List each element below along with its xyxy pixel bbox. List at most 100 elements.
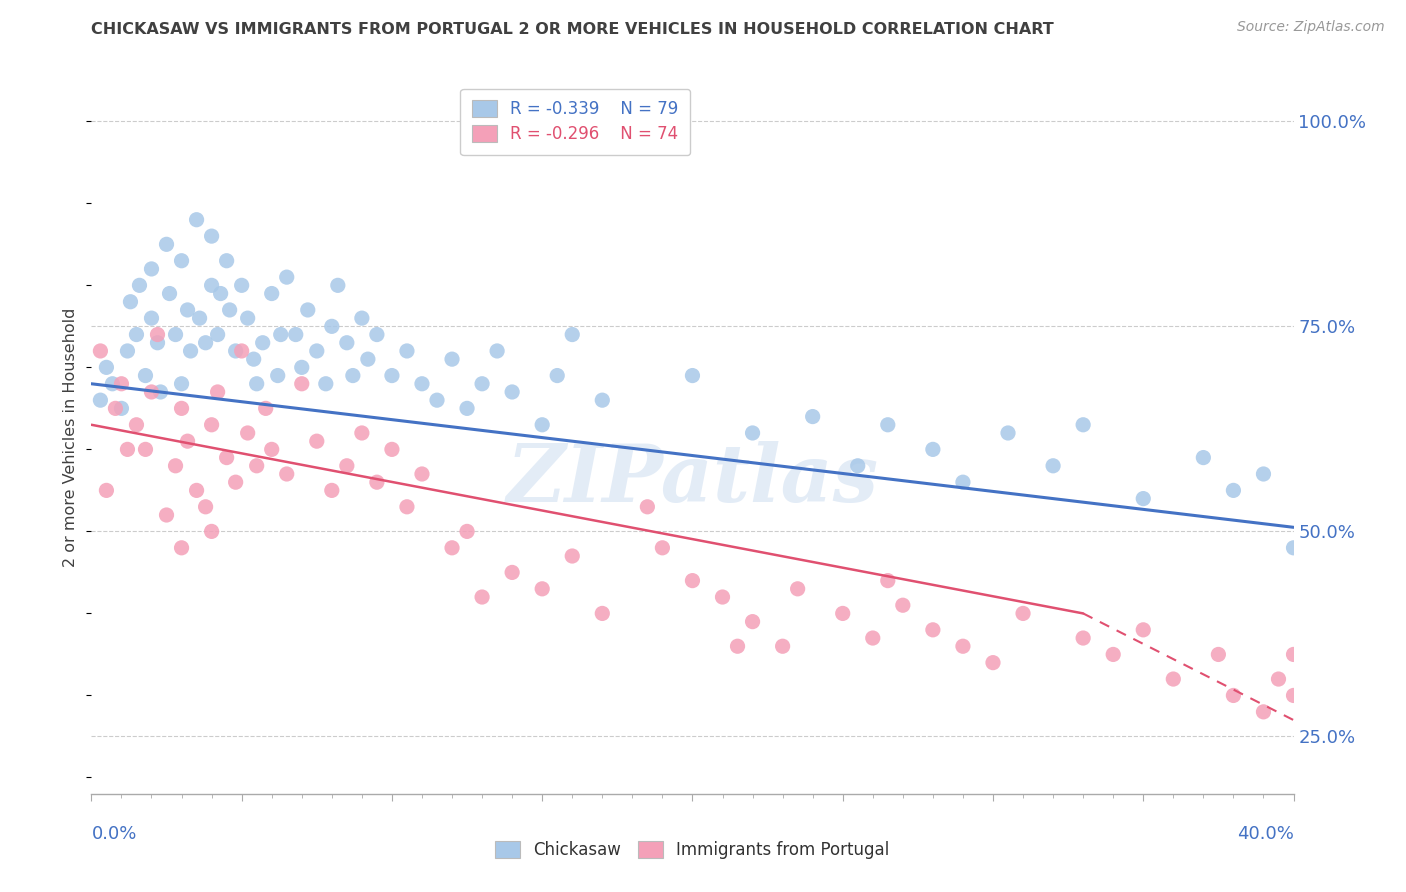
- Point: [231, 343, 253, 358]
- Point: [117, 343, 139, 358]
- Point: [395, 500, 418, 514]
- Point: [952, 639, 974, 653]
- Point: [236, 311, 259, 326]
- Point: [1192, 450, 1215, 465]
- Point: [441, 541, 464, 555]
- Point: [411, 467, 433, 481]
- Point: [1208, 648, 1230, 662]
- Point: [165, 458, 187, 473]
- Point: [134, 442, 156, 457]
- Point: [591, 393, 613, 408]
- Point: [170, 253, 193, 268]
- Point: [252, 335, 274, 350]
- Point: [876, 417, 898, 432]
- Point: [741, 425, 763, 440]
- Point: [456, 401, 478, 416]
- Point: [1071, 631, 1094, 645]
- Point: [862, 631, 884, 645]
- Point: [141, 261, 163, 276]
- Point: [727, 639, 749, 653]
- Point: [89, 343, 111, 358]
- Point: [165, 327, 187, 342]
- Point: [141, 384, 163, 399]
- Point: [546, 368, 568, 383]
- Point: [176, 302, 198, 317]
- Point: [141, 311, 163, 326]
- Point: [1403, 705, 1406, 719]
- Point: [381, 368, 404, 383]
- Point: [305, 343, 328, 358]
- Point: [321, 483, 343, 498]
- Point: [246, 376, 269, 391]
- Point: [350, 311, 373, 326]
- Point: [366, 475, 388, 490]
- Point: [96, 483, 118, 498]
- Point: [426, 393, 449, 408]
- Point: [486, 343, 509, 358]
- Y-axis label: 2 or more Vehicles in Household: 2 or more Vehicles in Household: [63, 308, 79, 566]
- Point: [876, 574, 898, 588]
- Point: [1161, 672, 1184, 686]
- Legend: Chickasaw, Immigrants from Portugal: Chickasaw, Immigrants from Portugal: [486, 833, 898, 868]
- Point: [846, 458, 869, 473]
- Point: [231, 278, 253, 293]
- Point: [681, 368, 703, 383]
- Point: [242, 352, 264, 367]
- Point: [207, 384, 229, 399]
- Point: [1132, 491, 1154, 506]
- Point: [342, 368, 364, 383]
- Point: [236, 425, 259, 440]
- Point: [267, 368, 290, 383]
- Point: [1102, 648, 1125, 662]
- Point: [149, 384, 172, 399]
- Point: [89, 393, 111, 408]
- Point: [321, 319, 343, 334]
- Point: [170, 541, 193, 555]
- Point: [1372, 762, 1395, 776]
- Point: [1253, 467, 1275, 481]
- Point: [350, 425, 373, 440]
- Point: [246, 458, 269, 473]
- Point: [315, 376, 337, 391]
- Point: [96, 360, 118, 375]
- Point: [260, 286, 283, 301]
- Point: [186, 483, 208, 498]
- Point: [194, 335, 217, 350]
- Point: [591, 607, 613, 621]
- Text: CHICKASAW VS IMMIGRANTS FROM PORTUGAL 2 OR MORE VEHICLES IN HOUSEHOLD CORRELATIO: CHICKASAW VS IMMIGRANTS FROM PORTUGAL 2 …: [91, 22, 1055, 37]
- Point: [170, 401, 193, 416]
- Point: [1222, 483, 1244, 498]
- Point: [1222, 689, 1244, 703]
- Point: [276, 467, 298, 481]
- Point: [922, 442, 945, 457]
- Point: [1071, 417, 1094, 432]
- Point: [120, 294, 142, 309]
- Point: [772, 639, 794, 653]
- Point: [215, 253, 238, 268]
- Point: [636, 500, 658, 514]
- Point: [155, 508, 177, 522]
- Point: [1267, 672, 1289, 686]
- Point: [381, 442, 404, 457]
- Point: [207, 327, 229, 342]
- Point: [411, 376, 433, 391]
- Point: [952, 475, 974, 490]
- Point: [1042, 458, 1064, 473]
- Point: [291, 376, 314, 391]
- Point: [176, 434, 198, 449]
- Point: [260, 442, 283, 457]
- Point: [786, 582, 808, 596]
- Point: [1282, 689, 1305, 703]
- Point: [218, 302, 240, 317]
- Point: [284, 327, 307, 342]
- Point: [501, 384, 523, 399]
- Point: [1282, 648, 1305, 662]
- Text: 0.0%: 0.0%: [91, 825, 136, 843]
- Point: [104, 401, 127, 416]
- Point: [531, 582, 554, 596]
- Point: [441, 352, 464, 367]
- Point: [1282, 541, 1305, 555]
- Point: [1012, 607, 1035, 621]
- Point: [471, 376, 494, 391]
- Text: Source: ZipAtlas.com: Source: ZipAtlas.com: [1237, 20, 1385, 34]
